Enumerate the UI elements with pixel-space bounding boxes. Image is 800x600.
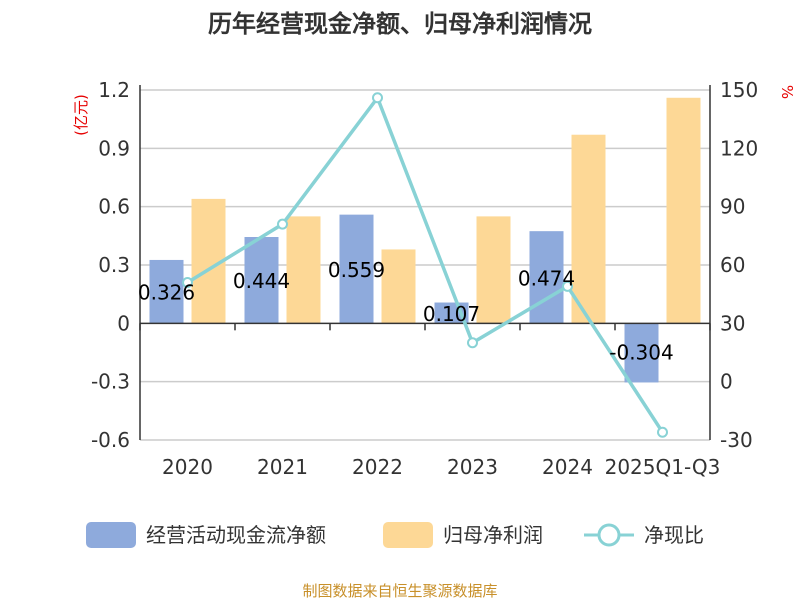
chart-title: 历年经营现金净额、归母净利润情况: [208, 10, 592, 38]
bar-cash-flow: [339, 214, 374, 324]
bar-net-profit: [666, 97, 701, 324]
x-tick-label: 2020: [162, 455, 213, 479]
legend: 经营活动现金流净额 归母净利润 净现比: [86, 522, 704, 548]
data-label-cash-flow: 0.444: [233, 269, 290, 293]
right-tick-label: 0: [720, 370, 733, 394]
legend-item-net-profit: 归母净利润: [383, 522, 543, 548]
bar-net-profit: [286, 216, 321, 324]
legend-item-cash-flow: 经营活动现金流净额: [86, 522, 326, 548]
ratio-polyline: [186, 94, 664, 434]
ratio-point: [467, 337, 478, 349]
left-axis-ticks: 1.2 0.9 0.6 0.3 0 -0.3 -0.6: [91, 78, 130, 452]
bar-net-profit: [571, 134, 606, 324]
legend-label-net-profit: 归母净利润: [443, 523, 543, 547]
data-label-cash-flow: 0.474: [518, 266, 575, 290]
left-tick-label: -0.6: [91, 428, 130, 452]
x-tick-label: 2025Q1-Q3: [605, 455, 721, 479]
ratio-line: [182, 92, 668, 438]
right-axis-ticks: 150 120 90 60 30 0 -30: [720, 78, 758, 452]
legend-swatch-cash-flow: [86, 522, 136, 548]
legend-item-ratio: 净现比: [584, 523, 704, 547]
x-tick-label: 2023: [447, 455, 498, 479]
gridlines: [140, 89, 710, 441]
left-tick-label: 0.9: [98, 136, 130, 160]
legend-label-ratio: 净现比: [644, 523, 704, 547]
data-label-cash-flow: 0.107: [423, 302, 480, 326]
ratio-point: [562, 280, 573, 292]
x-axis-ticks: 2020 2021 2022 2023 2024 2025Q1-Q3: [162, 455, 720, 479]
bar-cash-flow: [624, 323, 659, 383]
legend-swatch-net-profit: [383, 522, 433, 548]
ratio-point: [657, 426, 668, 438]
axes: [139, 85, 711, 440]
x-tick-label: 2022: [352, 455, 403, 479]
ratio-point: [372, 92, 383, 104]
ratio-point: [182, 277, 193, 288]
left-tick-label: 0: [117, 311, 130, 335]
right-tick-label: 90: [720, 195, 745, 219]
bar-net-profit: [381, 249, 416, 324]
data-label-cash-flow: 0.326: [138, 281, 195, 305]
net-profit-bars: [191, 97, 701, 324]
left-tick-label: -0.3: [91, 370, 130, 394]
x-tick-label: 2021: [257, 455, 308, 479]
right-tick-label: 30: [720, 311, 745, 335]
right-tick-label: 120: [720, 136, 758, 160]
right-tick-label: 60: [720, 253, 745, 277]
right-tick-label: 150: [720, 78, 758, 102]
ratio-point: [277, 218, 288, 230]
legend-label-cash-flow: 经营活动现金流净额: [146, 523, 326, 547]
data-labels: 0.326 0.444 0.559 0.107 0.474 -0.304: [138, 258, 674, 364]
bar-cash-flow: [244, 237, 279, 324]
x-tick-label: 2024: [542, 455, 593, 479]
right-axis-unit: %: [778, 85, 796, 99]
data-label-cash-flow: -0.304: [609, 340, 673, 364]
bar-net-profit: [476, 216, 511, 324]
legend-marker-ratio: [597, 523, 621, 547]
bar-cash-flow: [149, 259, 184, 324]
left-axis-unit: (亿元): [72, 94, 90, 136]
left-tick-label: 1.2: [98, 78, 130, 102]
left-tick-label: 0.6: [98, 195, 130, 219]
data-label-cash-flow: 0.559: [328, 258, 385, 282]
cash-flow-bars: [149, 214, 659, 383]
source-note: 制图数据来自恒生聚源数据库: [302, 582, 497, 600]
left-tick-label: 0.3: [98, 253, 130, 277]
bar-cash-flow: [529, 231, 564, 324]
right-tick-label: -30: [720, 428, 753, 452]
